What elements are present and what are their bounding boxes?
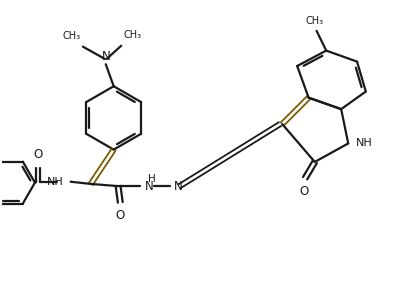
Text: N: N [145, 180, 154, 192]
Text: N: N [174, 180, 182, 192]
Text: H: H [148, 174, 155, 184]
Text: CH₃: CH₃ [62, 31, 80, 41]
Text: O: O [116, 209, 125, 222]
Text: NH: NH [356, 138, 373, 148]
Text: N: N [101, 50, 110, 63]
Text: NH: NH [47, 177, 63, 187]
Text: O: O [34, 148, 43, 162]
Text: CH₃: CH₃ [305, 15, 324, 25]
Text: CH₃: CH₃ [124, 31, 142, 41]
Text: O: O [300, 185, 309, 198]
